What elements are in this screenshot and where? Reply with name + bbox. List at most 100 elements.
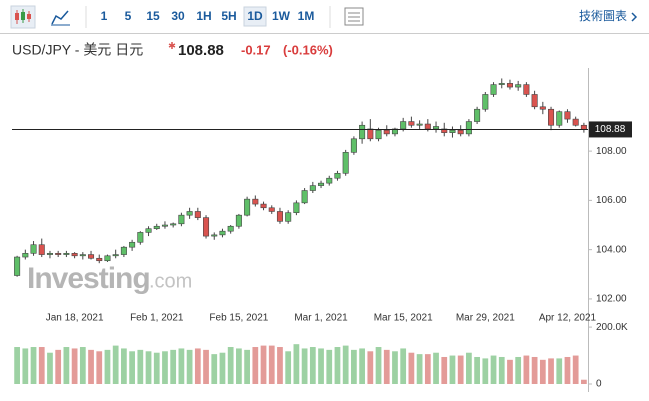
interval-button[interactable]: 1H [196,9,211,23]
volume-bar [47,352,53,384]
volume-bar [121,348,127,384]
candle-body [539,106,546,110]
settings-button[interactable] [344,7,364,26]
candle-body [96,257,103,262]
candle-body [137,232,144,243]
candle-body [515,84,522,88]
candle-body [408,121,415,126]
volume-bar [277,347,283,384]
y-tick-label: 106.00 [596,195,627,206]
volume-bar [531,356,538,384]
volume-bar [539,359,546,384]
candle-body [178,214,185,225]
candle-body [367,128,374,140]
volume-bar [203,349,209,384]
volume-bar [268,345,275,384]
y-tick-label: 108.00 [596,146,627,157]
chart-type-area[interactable] [51,10,70,26]
volume-bar [137,349,144,384]
volume-bar [14,347,20,384]
volume-bar [457,355,464,384]
candle-body [465,121,472,135]
candle-body [523,84,530,95]
volume-bar [293,344,300,384]
candle-body [145,228,152,233]
volume-bar [408,352,415,384]
volume-bar [556,358,563,384]
candle-body [334,172,341,179]
volume-bar [507,359,513,384]
y-tick-label: 102.00 [596,294,627,305]
candle-body [572,118,579,126]
volume-bar [38,347,45,384]
candle-body [63,253,70,255]
candle-body [556,111,563,126]
candle-body [268,207,275,212]
interval-button[interactable]: 15 [146,9,160,23]
volume-bar [244,349,250,384]
volume-bar [498,356,505,384]
volume-bar [581,379,587,384]
volume-bar [88,349,94,384]
volume-bar [178,348,185,384]
volume-bar [490,355,497,384]
volume-bar [252,347,259,384]
volume-bar [170,349,177,384]
volume-bar [326,349,333,384]
volume-bar [219,352,226,384]
candle-body [309,185,316,191]
interval-button[interactable]: 30 [171,9,185,23]
volume-bar [153,352,160,384]
volume-bar [351,349,357,384]
volume-bar [260,345,267,384]
interval-button[interactable]: 1D [247,9,263,23]
status-icon [168,42,176,49]
volume-bar [145,351,152,384]
volume-bar [367,351,374,384]
candle-body [14,256,21,276]
volume-bar [466,352,472,384]
candle-body [88,254,95,259]
candle-body [580,124,587,130]
chart-type-candle[interactable] [10,5,36,29]
interval-button[interactable]: 1M [298,9,315,23]
candle-body [474,108,481,122]
interval-button[interactable]: 5H [221,9,236,23]
icon [27,14,31,19]
candle-body [416,123,423,126]
volume-bar [71,348,78,384]
volume-bar [449,355,456,384]
watermark: Investing [27,262,150,295]
volume-bar [162,351,168,384]
price: 108.88 [178,42,224,59]
x-tick-label: Apr 12, 2021 [539,313,597,324]
candle-body [46,253,53,255]
candle-body [244,198,251,216]
candle-body [342,152,349,174]
chart-link[interactable]: 技術圖表 [579,9,627,23]
volume-bar [400,348,407,384]
icon [631,12,638,22]
candle-body [112,254,119,257]
x-tick-label: Mar 15, 2021 [374,313,433,324]
interval-button[interactable]: 1 [101,9,108,23]
x-tick-label: Jan 18, 2021 [46,313,104,324]
candle-body [375,129,382,140]
candle-body [219,230,226,236]
candle-body [449,129,456,133]
x-tick-label: Feb 1, 2021 [130,313,184,324]
interval-button[interactable]: 5 [125,9,132,23]
volume-bar [482,358,489,384]
candle-body [186,211,193,216]
volume-bar [22,348,29,384]
volume-bar [564,356,571,384]
volume-bar [104,349,111,384]
volume-bar [211,354,218,384]
x-tick-label: Feb 15, 2021 [209,313,268,324]
interval-button[interactable]: 1W [272,9,291,23]
volume-bar [186,349,193,384]
candle-body [161,224,168,227]
volume-bar [96,351,103,384]
volume-bar [30,347,37,384]
